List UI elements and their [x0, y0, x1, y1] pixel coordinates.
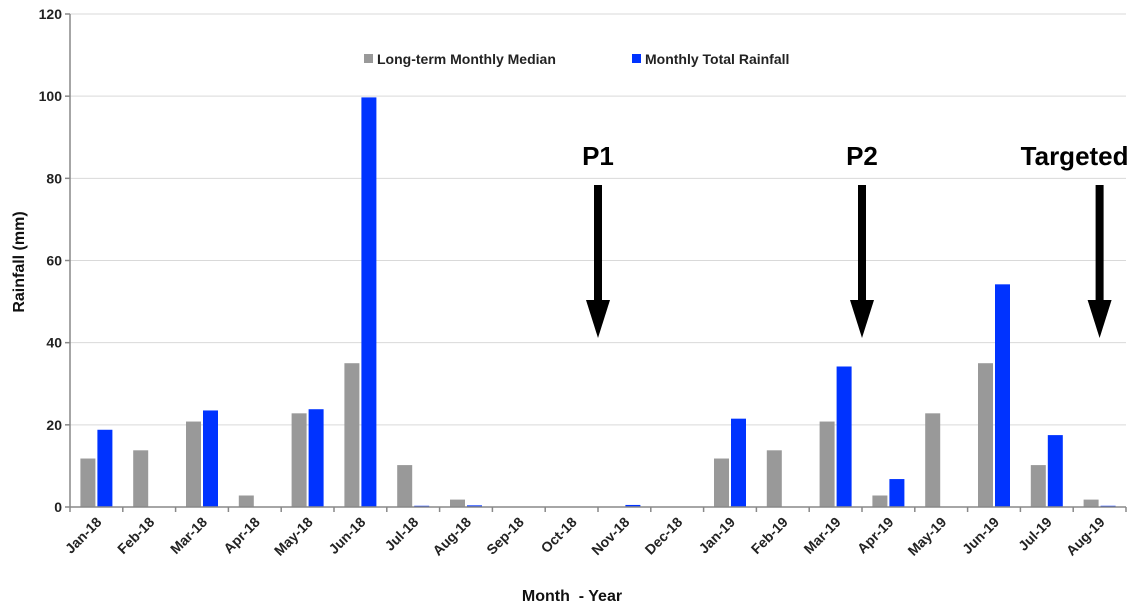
bar-median-may-18: [291, 413, 307, 507]
legend-label-total: Monthly Total Rainfall: [645, 51, 789, 67]
bars: [80, 97, 1116, 507]
y-tick-label: 40: [46, 335, 62, 351]
x-tick-label: Aug-18: [429, 514, 474, 559]
x-tick-label: Sep-18: [483, 514, 527, 558]
x-tick-label: Feb-19: [748, 514, 791, 557]
bar-total-jan-18: [97, 429, 113, 507]
arrow-shaft: [858, 185, 866, 303]
x-tick-label: Jun-18: [325, 514, 368, 557]
bar-median-jul-18: [397, 465, 413, 507]
x-tick-label: Mar-18: [167, 514, 210, 557]
x-tick-label: Jun-19: [959, 514, 1002, 557]
bar-median-mar-19: [819, 421, 835, 507]
bar-total-jul-19: [1047, 435, 1063, 507]
bar-median-aug-18: [450, 499, 465, 507]
bar-median-may-19: [925, 413, 941, 507]
y-tick-label: 100: [39, 88, 63, 104]
x-tick-label: Apr-19: [854, 514, 897, 557]
annotation-label: P1: [582, 141, 614, 171]
bar-total-mar-19: [836, 366, 852, 507]
x-tick-label: Oct-18: [538, 514, 580, 556]
bar-median-jan-19: [714, 458, 729, 507]
annotation-targeted: Targeted: [1021, 141, 1129, 338]
bar-median-apr-18: [238, 495, 254, 507]
x-axis-title: Month - Year: [522, 588, 622, 605]
arrow-head: [1087, 300, 1112, 338]
bar-total-jun-18: [361, 97, 377, 507]
x-tick-label: Nov-18: [588, 514, 632, 558]
x-tick-label: Jul-19: [1015, 514, 1055, 554]
y-tick-labels: 0 20 40 60 80 100 120: [39, 6, 63, 515]
bar-median-feb-18: [133, 450, 149, 507]
y-tick-label: 0: [54, 499, 62, 515]
bar-total-apr-19: [889, 479, 905, 507]
bar-total-nov-18: [625, 504, 641, 507]
x-tick-label: Feb-18: [114, 514, 157, 557]
bar-median-aug-19: [1083, 499, 1099, 507]
y-tick-label: 80: [46, 170, 62, 186]
x-tick-label: May-18: [271, 514, 316, 559]
bar-median-jul-19: [1030, 465, 1046, 507]
y-axis-title: Rainfall (mm): [11, 211, 28, 312]
annotation-label: P2: [846, 141, 878, 171]
y-tick-label: 120: [39, 6, 63, 22]
x-tick-label: Dec-18: [642, 514, 686, 558]
x-tick-label: May-19: [904, 514, 949, 559]
x-tick-label: Mar-19: [800, 514, 843, 557]
bar-median-jun-18: [344, 363, 360, 507]
bar-median-mar-18: [186, 421, 201, 507]
bar-total-jun-19: [995, 284, 1010, 507]
x-tick-label: Jan-18: [62, 514, 105, 557]
arrow-head: [850, 300, 874, 338]
legend-label-median: Long-term Monthly Median: [377, 51, 556, 67]
annotation-label: Targeted: [1021, 141, 1129, 171]
bar-median-jun-19: [978, 363, 993, 507]
annotations: P1 P2 Targeted: [582, 141, 1129, 338]
y-tick-label: 20: [46, 417, 62, 433]
bar-total-may-18: [308, 409, 324, 507]
x-tick-label: Aug-19: [1063, 514, 1108, 559]
bar-total-aug-18: [467, 505, 482, 507]
x-tick-label: Jul-18: [381, 514, 421, 554]
bar-median-apr-19: [872, 495, 888, 507]
arrow-shaft: [1095, 185, 1104, 303]
annotation-p1: P1: [582, 141, 614, 338]
bar-total-jan-19: [731, 418, 746, 507]
x-tick-labels: Jan-18 Feb-18 Mar-18 Apr-18 May-18 Jun-18 Jul-…: [62, 514, 1108, 559]
bar-median-jan-18: [80, 458, 96, 507]
y-tick-label: 60: [46, 253, 62, 269]
x-tick-label: Apr-18: [220, 514, 263, 557]
legend-swatch-median: [364, 54, 373, 63]
legend-swatch-total: [632, 54, 641, 63]
legend: Long-term Monthly Median Monthly Total R…: [364, 51, 789, 67]
bar-total-mar-18: [203, 410, 218, 507]
x-tick-label: Jan-19: [695, 514, 738, 557]
arrow-head: [586, 300, 610, 338]
axes: [65, 13, 1127, 512]
annotation-p2: P2: [846, 141, 878, 338]
bar-median-feb-19: [766, 450, 782, 507]
arrow-shaft: [594, 185, 602, 303]
